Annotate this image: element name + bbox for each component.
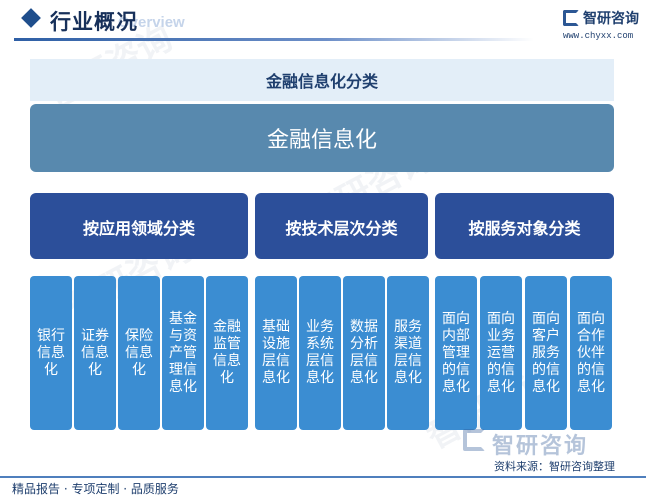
category-node-technology: 按技术层次分类 (255, 193, 428, 259)
leaf-node: 面向业务运营的信息化 (480, 276, 522, 430)
header-divider (14, 38, 534, 41)
leaf-label: 金融监管信息化 (213, 319, 241, 386)
leaf-node: 业务系统层信息化 (299, 276, 341, 430)
category-node-service: 按服务对象分类 (435, 193, 614, 259)
header: Overview 行业概况 智研咨询 www.chyxx.com (0, 0, 646, 48)
leaf-label: 面向合作伙伴的信息化 (577, 310, 605, 395)
diagram-title-bar: 金融信息化分类 (30, 59, 614, 101)
footer: 精品报告 · 专项定制 · 品质服务 (0, 478, 646, 496)
leaf-label: 基金与资产管理信息化 (169, 310, 197, 395)
source-note: 资料来源：智研咨询整理 (494, 460, 615, 473)
category-label: 按服务对象分类 (468, 219, 581, 238)
leaf-label: 银行信息化 (37, 327, 65, 378)
brand-name: 智研咨询 (583, 11, 639, 27)
footer-tagline: 精品报告 · 专项定制 · 品质服务 (12, 482, 179, 496)
brand-logo-icon (563, 10, 579, 26)
leaf-node: 服务渠道层信息化 (387, 276, 429, 430)
category-label: 按技术层次分类 (285, 219, 398, 238)
leaf-label: 面向业务运营的信息化 (487, 310, 515, 395)
leaf-node: 数据分析层信息化 (343, 276, 385, 430)
diagram-title: 金融信息化分类 (265, 72, 378, 91)
footer-divider (0, 476, 646, 478)
leaf-node: 证券信息化 (74, 276, 116, 430)
root-node: 金融信息化 (30, 104, 614, 172)
root-node-label: 金融信息化 (266, 128, 377, 153)
leaf-node: 保险信息化 (118, 276, 160, 430)
leaf-node: 面向内部管理的信息化 (435, 276, 477, 430)
leaf-node: 面向客户服务的信息化 (525, 276, 567, 430)
leaf-node: 银行信息化 (30, 276, 72, 430)
leaf-node: 基础设施层信息化 (255, 276, 297, 430)
leaf-label: 服务渠道层信息化 (394, 319, 422, 386)
page-title: 行业概况 (50, 10, 138, 34)
leaf-label: 面向客户服务的信息化 (532, 310, 560, 395)
leaf-label: 数据分析层信息化 (350, 319, 378, 386)
leaf-label: 业务系统层信息化 (306, 319, 334, 386)
brand-url: www.chyxx.com (563, 31, 634, 41)
diamond-icon (21, 8, 41, 28)
leaf-node: 基金与资产管理信息化 (162, 276, 204, 430)
brand-watermark-icon (463, 429, 485, 451)
category-label: 按应用领域分类 (82, 219, 195, 238)
leaf-node: 面向合作伙伴的信息化 (570, 276, 612, 430)
leaf-label: 面向内部管理的信息化 (442, 310, 470, 395)
header-subtitle: Overview (118, 14, 185, 31)
category-node-application: 按应用领域分类 (30, 193, 248, 259)
leaf-node: 金融监管信息化 (206, 276, 248, 430)
leaf-label: 保险信息化 (125, 327, 153, 378)
brand-watermark-text: 智研咨询 (492, 434, 589, 459)
leaf-label: 证券信息化 (81, 327, 109, 378)
leaf-label: 基础设施层信息化 (262, 319, 290, 386)
